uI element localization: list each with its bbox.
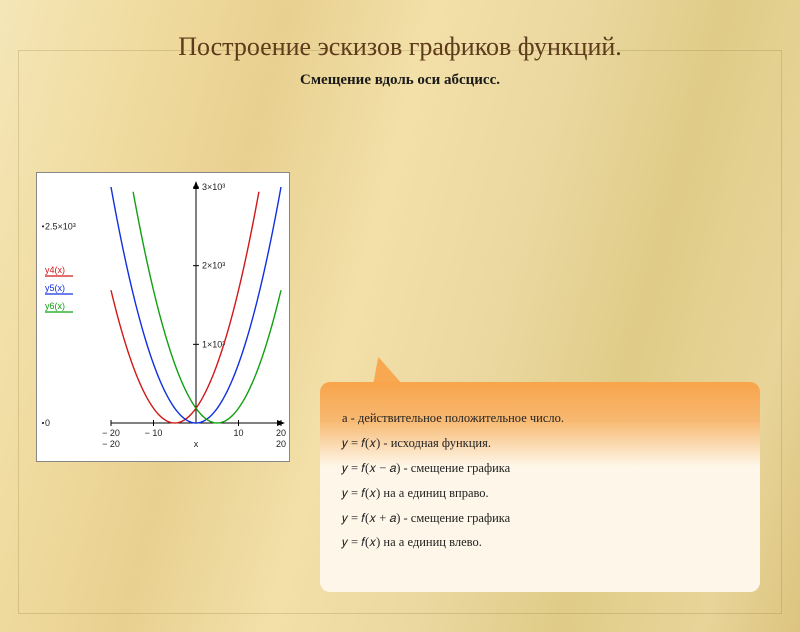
svg-text:− 10: − 10 [145,428,163,438]
svg-text:10: 10 [233,428,243,438]
svg-text:1×10³: 1×10³ [202,339,225,349]
callout-line: a - действительное положительное число. [342,410,738,427]
svg-text:− 20: − 20 [102,439,120,449]
page-title: Построение эскизов графиков функций. [0,32,800,62]
svg-text:20: 20 [276,439,286,449]
page-subtitle: Смещение вдоль оси абсцисс. [0,72,800,89]
svg-text:3×10³: 3×10³ [202,182,225,192]
svg-text:− 20: − 20 [102,428,120,438]
svg-text:y5(x): y5(x) [45,283,65,293]
callout-line: 𝑦 = 𝑓(𝑥 + 𝑎) - смещение графика [342,510,738,527]
svg-text:y6(x): y6(x) [45,301,65,311]
callout-line: 𝑦 = 𝑓(𝑥) на a единиц влево. [342,534,738,551]
callout-line: 𝑦 = 𝑓(𝑥 − 𝑎) - смещение графика [342,460,738,477]
svg-text:y4(x): y4(x) [45,265,65,275]
svg-text:2.5×10³: 2.5×10³ [45,221,76,231]
callout-line: 𝑦 = 𝑓(𝑥) - исходная функция. [342,435,738,452]
chart-svg: − 20 − 10 10 20 1×10³ 2×10³ 3×10³ x − 20 20 0 2.5×1… [37,173,291,463]
callout-line: 𝑦 = 𝑓(𝑥) на a единиц вправо. [342,485,738,502]
svg-text:2×10³: 2×10³ [202,261,225,271]
explanation-callout: a - действительное положительное число. 𝑦… [320,372,760,592]
svg-text:0: 0 [45,418,50,428]
svg-text:x: x [194,439,199,449]
function-shift-chart: − 20 − 10 10 20 1×10³ 2×10³ 3×10³ x − 20 20 0 2.5×1… [36,172,290,462]
callout-body: a - действительное положительное число. 𝑦… [320,382,760,592]
svg-text:20: 20 [276,428,286,438]
